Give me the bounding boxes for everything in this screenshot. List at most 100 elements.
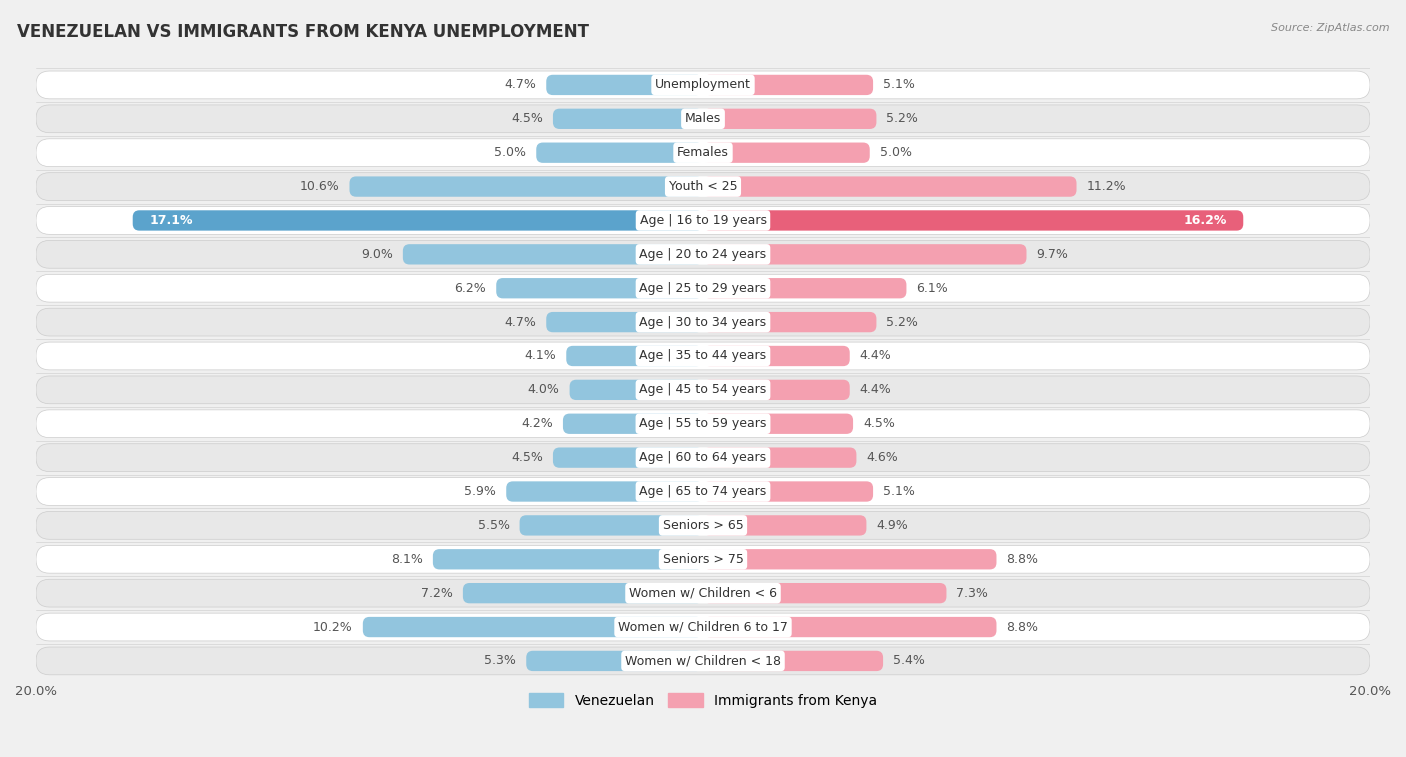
Text: Age | 65 to 74 years: Age | 65 to 74 years [640,485,766,498]
FancyBboxPatch shape [703,278,907,298]
Text: Age | 55 to 59 years: Age | 55 to 59 years [640,417,766,430]
Text: 8.8%: 8.8% [1007,553,1039,565]
Text: 5.5%: 5.5% [478,519,509,532]
Text: 9.7%: 9.7% [1036,248,1069,261]
Text: Males: Males [685,112,721,126]
Text: 4.7%: 4.7% [505,316,536,329]
FancyBboxPatch shape [536,142,703,163]
Text: 5.1%: 5.1% [883,485,915,498]
Text: Women w/ Children 6 to 17: Women w/ Children 6 to 17 [619,621,787,634]
FancyBboxPatch shape [37,308,1369,336]
FancyBboxPatch shape [703,312,876,332]
FancyBboxPatch shape [37,410,1369,438]
FancyBboxPatch shape [703,447,856,468]
Text: Females: Females [678,146,728,159]
Text: 4.2%: 4.2% [522,417,553,430]
Text: Age | 25 to 29 years: Age | 25 to 29 years [640,282,766,294]
Text: Age | 30 to 34 years: Age | 30 to 34 years [640,316,766,329]
FancyBboxPatch shape [37,512,1369,539]
FancyBboxPatch shape [703,413,853,434]
Text: Age | 45 to 54 years: Age | 45 to 54 years [640,383,766,397]
Text: 4.5%: 4.5% [863,417,896,430]
Text: 4.1%: 4.1% [524,350,557,363]
FancyBboxPatch shape [553,447,703,468]
FancyBboxPatch shape [703,142,870,163]
Text: 4.4%: 4.4% [859,350,891,363]
FancyBboxPatch shape [703,380,849,400]
FancyBboxPatch shape [37,105,1369,132]
Text: 4.4%: 4.4% [859,383,891,397]
Text: 17.1%: 17.1% [149,214,193,227]
Text: Age | 60 to 64 years: Age | 60 to 64 years [640,451,766,464]
Text: Age | 35 to 44 years: Age | 35 to 44 years [640,350,766,363]
FancyBboxPatch shape [37,545,1369,573]
FancyBboxPatch shape [37,478,1369,506]
Text: Women w/ Children < 18: Women w/ Children < 18 [626,654,780,668]
FancyBboxPatch shape [37,376,1369,403]
Text: 4.0%: 4.0% [527,383,560,397]
Text: 6.2%: 6.2% [454,282,486,294]
FancyBboxPatch shape [350,176,703,197]
Text: 5.2%: 5.2% [886,112,918,126]
FancyBboxPatch shape [547,75,703,95]
Text: 5.0%: 5.0% [495,146,526,159]
FancyBboxPatch shape [132,210,703,231]
FancyBboxPatch shape [703,109,876,129]
Text: 8.1%: 8.1% [391,553,423,565]
Text: 11.2%: 11.2% [1087,180,1126,193]
Text: Seniors > 65: Seniors > 65 [662,519,744,532]
Text: 4.5%: 4.5% [510,112,543,126]
FancyBboxPatch shape [520,516,703,535]
Text: 5.1%: 5.1% [883,79,915,92]
FancyBboxPatch shape [37,342,1369,370]
Text: VENEZUELAN VS IMMIGRANTS FROM KENYA UNEMPLOYMENT: VENEZUELAN VS IMMIGRANTS FROM KENYA UNEM… [17,23,589,41]
FancyBboxPatch shape [703,651,883,671]
Text: 10.6%: 10.6% [299,180,339,193]
FancyBboxPatch shape [463,583,703,603]
FancyBboxPatch shape [547,312,703,332]
FancyBboxPatch shape [363,617,703,637]
Text: 9.0%: 9.0% [361,248,392,261]
Text: 10.2%: 10.2% [314,621,353,634]
FancyBboxPatch shape [37,613,1369,641]
FancyBboxPatch shape [37,207,1369,235]
FancyBboxPatch shape [433,549,703,569]
Text: 16.2%: 16.2% [1184,214,1226,227]
FancyBboxPatch shape [404,245,703,264]
FancyBboxPatch shape [562,413,703,434]
FancyBboxPatch shape [569,380,703,400]
Text: 4.5%: 4.5% [510,451,543,464]
Legend: Venezuelan, Immigrants from Kenya: Venezuelan, Immigrants from Kenya [523,687,883,714]
Text: Unemployment: Unemployment [655,79,751,92]
Text: 4.9%: 4.9% [876,519,908,532]
Text: Women w/ Children < 6: Women w/ Children < 6 [628,587,778,600]
Text: 4.6%: 4.6% [866,451,898,464]
FancyBboxPatch shape [703,245,1026,264]
FancyBboxPatch shape [703,583,946,603]
FancyBboxPatch shape [37,71,1369,99]
FancyBboxPatch shape [703,481,873,502]
FancyBboxPatch shape [703,516,866,535]
FancyBboxPatch shape [703,346,849,366]
Text: Youth < 25: Youth < 25 [669,180,737,193]
Text: 6.1%: 6.1% [917,282,948,294]
Text: 4.7%: 4.7% [505,79,536,92]
FancyBboxPatch shape [553,109,703,129]
FancyBboxPatch shape [37,647,1369,674]
Text: 5.9%: 5.9% [464,485,496,498]
Text: 5.4%: 5.4% [893,654,925,668]
Text: 5.0%: 5.0% [880,146,911,159]
Text: 5.3%: 5.3% [484,654,516,668]
FancyBboxPatch shape [703,75,873,95]
FancyBboxPatch shape [37,579,1369,607]
Text: 7.3%: 7.3% [956,587,988,600]
Text: Seniors > 75: Seniors > 75 [662,553,744,565]
FancyBboxPatch shape [526,651,703,671]
Text: 8.8%: 8.8% [1007,621,1039,634]
FancyBboxPatch shape [703,549,997,569]
FancyBboxPatch shape [37,173,1369,201]
FancyBboxPatch shape [496,278,703,298]
FancyBboxPatch shape [567,346,703,366]
FancyBboxPatch shape [506,481,703,502]
FancyBboxPatch shape [703,210,1243,231]
